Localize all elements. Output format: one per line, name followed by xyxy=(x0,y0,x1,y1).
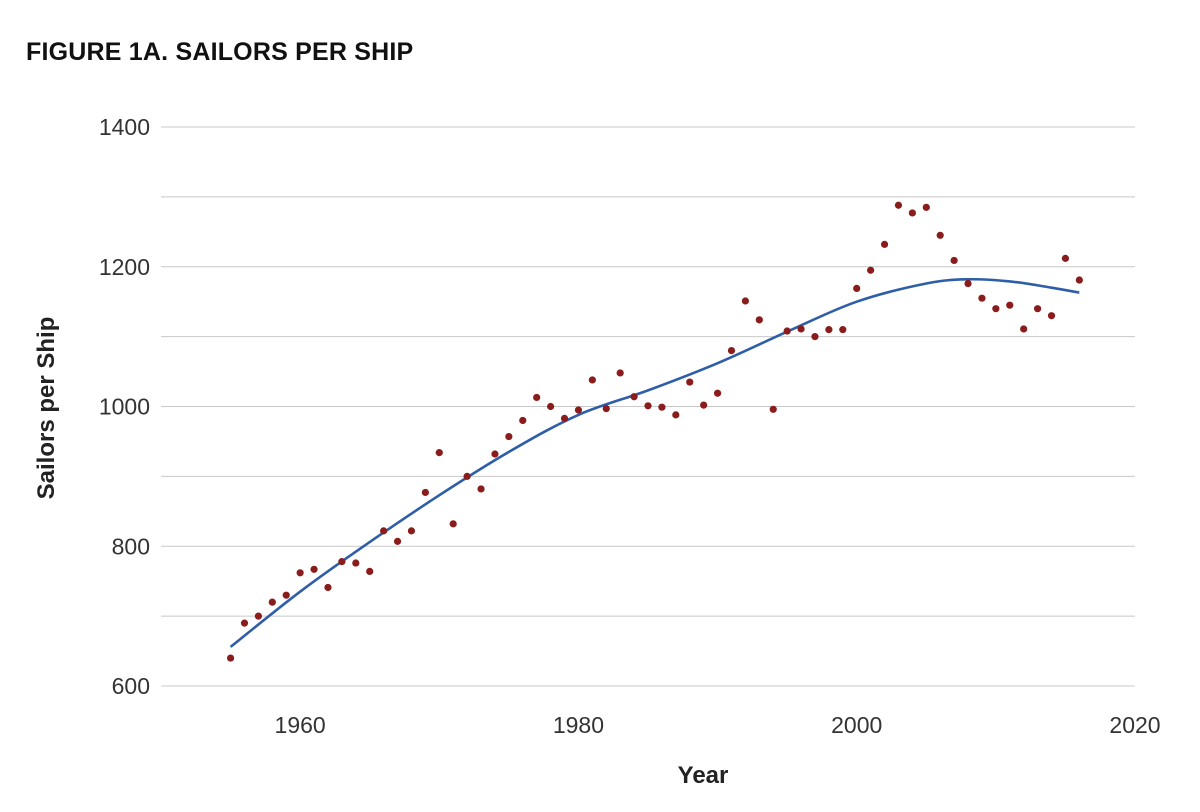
data-point-1981 xyxy=(588,376,596,384)
data-point-2009 xyxy=(978,294,986,302)
data-point-1985 xyxy=(644,402,652,410)
data-point-1956 xyxy=(240,619,249,627)
data-point-1998 xyxy=(825,326,833,334)
data-point-2006 xyxy=(936,231,944,239)
data-point-1955 xyxy=(226,654,235,662)
x-tick-label-2020: 2020 xyxy=(1109,712,1160,738)
chart-title: FIGURE 1A. SAILORS PER SHIP xyxy=(26,38,414,66)
data-point-2011 xyxy=(1006,301,1014,309)
trend-line xyxy=(229,277,1080,648)
data-point-1993 xyxy=(755,316,763,324)
data-point-2005 xyxy=(922,203,930,211)
data-point-1962 xyxy=(324,583,332,592)
x-tick-label-1960: 1960 xyxy=(275,712,326,738)
data-point-2012 xyxy=(1020,325,1028,333)
data-point-1995 xyxy=(783,327,791,335)
data-point-1969 xyxy=(421,488,429,497)
data-point-2003 xyxy=(894,201,903,209)
y-tick-label-1000: 1000 xyxy=(99,394,150,420)
data-point-1966 xyxy=(380,527,388,535)
data-point-1973 xyxy=(477,485,485,493)
data-point-1968 xyxy=(407,527,416,535)
x-tick-label-1980: 1980 xyxy=(553,712,604,738)
data-point-2014 xyxy=(1047,312,1056,320)
data-point-1984 xyxy=(630,393,638,401)
data-point-1987 xyxy=(672,411,680,419)
data-point-2010 xyxy=(992,305,1000,313)
data-point-1992 xyxy=(741,297,750,305)
data-point-2016 xyxy=(1075,276,1083,284)
data-point-1967 xyxy=(393,537,402,545)
y-axis-ticks: 600 800 1000 1200 1400 xyxy=(99,114,150,699)
data-point-1976 xyxy=(519,416,527,425)
data-point-2013 xyxy=(1034,305,1042,313)
data-point-1974 xyxy=(491,450,499,458)
y-tick-label-1200: 1200 xyxy=(99,254,150,280)
data-point-1977 xyxy=(533,393,541,402)
data-point-1972 xyxy=(463,472,471,480)
data-point-1997 xyxy=(811,333,819,341)
data-point-1986 xyxy=(658,403,666,411)
data-point-1964 xyxy=(352,559,360,567)
data-point-1996 xyxy=(797,325,805,333)
data-point-1975 xyxy=(505,432,513,441)
y-tick-label-800: 800 xyxy=(112,533,150,559)
data-point-2001 xyxy=(867,266,875,274)
y-tick-label-1400: 1400 xyxy=(99,114,150,140)
data-point-1970 xyxy=(435,449,443,457)
data-point-1988 xyxy=(686,378,694,386)
x-axis-label: Year xyxy=(678,762,729,789)
data-point-1983 xyxy=(616,369,624,377)
data-point-1982 xyxy=(602,404,610,413)
data-point-1965 xyxy=(366,567,374,576)
data-point-1958 xyxy=(268,598,276,606)
y-tick-label-600: 600 xyxy=(112,673,150,699)
data-point-1994 xyxy=(769,405,777,413)
grid-lines xyxy=(161,126,1135,687)
data-point-1961 xyxy=(310,565,318,573)
x-axis-ticks: 1960 1980 2000 2020 xyxy=(275,712,1161,738)
data-point-1990 xyxy=(713,389,722,397)
data-point-1957 xyxy=(254,612,262,620)
x-tick-label-2000: 2000 xyxy=(831,712,882,738)
data-point-1963 xyxy=(338,558,346,566)
data-point-1980 xyxy=(574,406,583,414)
data-point-2000 xyxy=(853,284,861,293)
data-point-2007 xyxy=(950,256,958,265)
data-point-2015 xyxy=(1061,254,1070,262)
data-point-1979 xyxy=(560,414,569,422)
data-point-1960 xyxy=(296,569,304,577)
data-point-1991 xyxy=(727,347,736,355)
data-point-2008 xyxy=(964,279,972,288)
data-point-1989 xyxy=(700,401,708,409)
data-point-2004 xyxy=(908,209,916,217)
data-point-1978 xyxy=(547,402,555,411)
data-point-1971 xyxy=(449,520,457,528)
data-points xyxy=(226,201,1083,662)
data-point-2002 xyxy=(880,240,889,248)
data-point-1999 xyxy=(839,326,847,334)
data-point-1959 xyxy=(282,591,290,599)
y-axis-label: Sailors per Ship xyxy=(33,317,60,500)
